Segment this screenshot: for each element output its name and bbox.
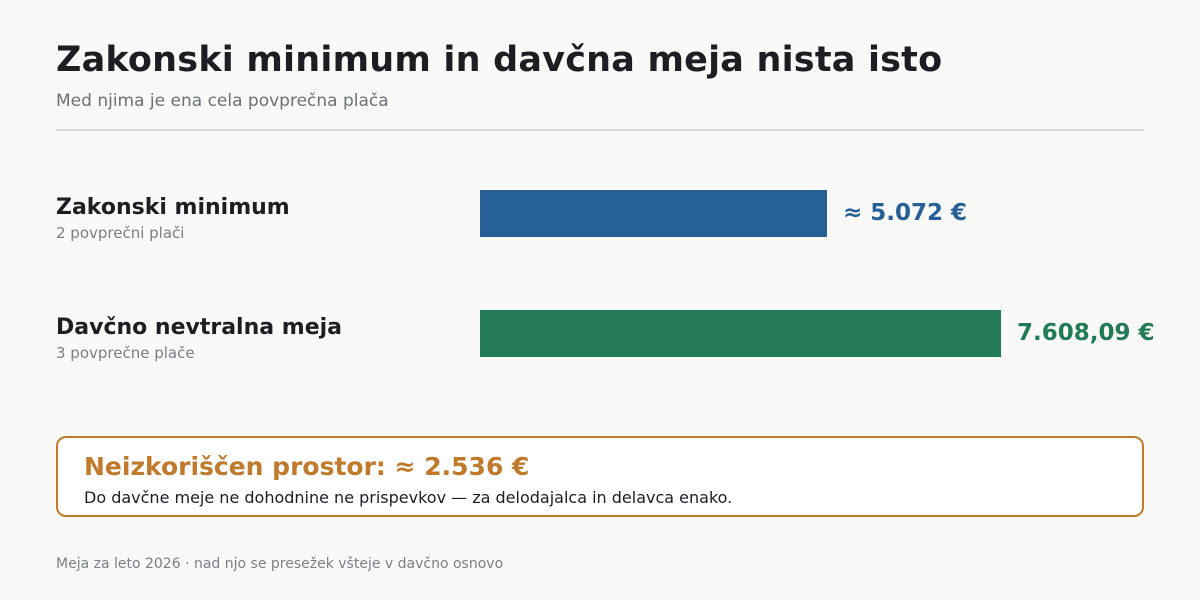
- callout-text: Do davčne meje ne dohodnine ne prispevko…: [84, 488, 733, 507]
- bar-label: Davčno nevtralna meja: [56, 315, 342, 340]
- bar-value-label: 7.608,09 €: [1017, 320, 1155, 346]
- bar-sublabel: 3 povprečne plače: [56, 344, 195, 362]
- header-divider: [56, 129, 1144, 131]
- chart-title: Zakonski minimum in davčna meja nista is…: [56, 40, 943, 80]
- bar: [480, 190, 827, 237]
- footnote: Meja za leto 2026 · nad njo se presežek …: [56, 556, 504, 572]
- bar-label: Zakonski minimum: [56, 195, 290, 220]
- bar: [480, 310, 1001, 357]
- chart-subtitle: Med njima je ena cela povprečna plača: [56, 91, 389, 111]
- callout-box: Neizkoriščen prostor: ≈ 2.536 € Do davčn…: [56, 436, 1144, 517]
- bar-value-label: ≈ 5.072 €: [843, 200, 968, 226]
- callout-title: Neizkoriščen prostor: ≈ 2.536 €: [84, 452, 530, 481]
- bar-sublabel: 2 povprečni plači: [56, 224, 185, 242]
